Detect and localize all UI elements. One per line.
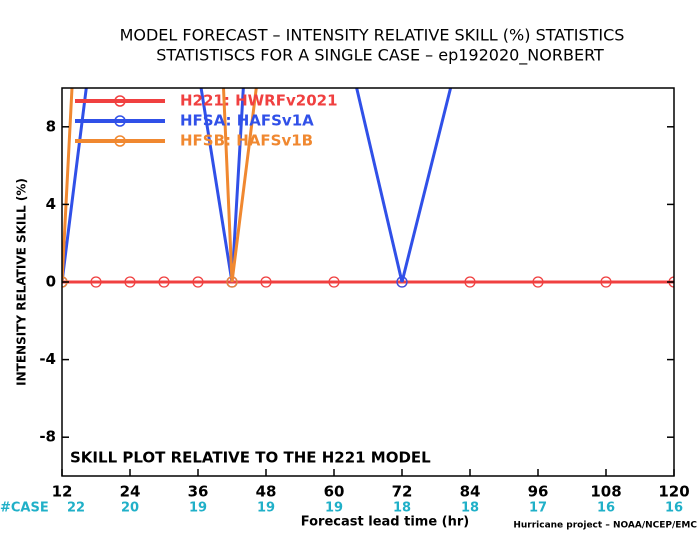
legend-label: HFSB: HAFSv1B xyxy=(180,132,313,150)
series-marker xyxy=(328,276,340,288)
x-tick-label: 60 xyxy=(324,483,345,501)
case-count: 16 xyxy=(665,501,683,516)
x-tick-label: 96 xyxy=(528,483,549,501)
legend-label: H221: HWRFv2021 xyxy=(180,92,338,110)
case-count: 17 xyxy=(529,501,547,516)
x-tick-label: 84 xyxy=(460,483,481,501)
case-count: 22 xyxy=(67,501,85,516)
legend-marker xyxy=(114,115,126,127)
series-line xyxy=(62,88,258,283)
case-count: 19 xyxy=(189,501,207,516)
series-marker xyxy=(124,276,136,288)
series-marker xyxy=(600,276,612,288)
x-axis-label: Forecast lead time (hr) xyxy=(301,515,469,530)
plot-area xyxy=(62,5,674,288)
series-marker xyxy=(260,276,272,288)
series-marker xyxy=(464,276,476,288)
x-tick-label: 12 xyxy=(52,483,73,501)
x-tick-label: 72 xyxy=(392,483,413,501)
series-marker xyxy=(465,5,475,15)
case-count: 20 xyxy=(121,501,139,516)
series-marker xyxy=(90,276,102,288)
case-label: #CASE xyxy=(0,501,49,516)
case-count: 19 xyxy=(325,501,343,516)
annotation: SKILL PLOT RELATIVE TO THE H221 MODEL xyxy=(70,449,431,467)
y-tick-label: 0 xyxy=(46,273,56,291)
series-marker xyxy=(91,5,101,15)
y-tick-label: 8 xyxy=(46,117,56,135)
case-count: 18 xyxy=(461,501,479,516)
y-tick-label: 4 xyxy=(46,195,56,213)
series-marker xyxy=(193,64,203,74)
series-marker xyxy=(261,5,271,15)
legend-marker xyxy=(114,95,126,107)
series-marker xyxy=(192,276,204,288)
legend-label: HFSA: HAFSv1A xyxy=(180,112,314,130)
series-line xyxy=(62,88,453,283)
x-tick-label: 24 xyxy=(120,483,141,501)
x-tick-label: 48 xyxy=(256,483,277,501)
series-marker xyxy=(158,276,170,288)
series-marker xyxy=(533,64,543,74)
series-marker xyxy=(396,276,408,288)
series-marker xyxy=(226,276,238,288)
y-axis-label: INTENSITY RELATIVE SKILL (%) xyxy=(15,178,29,386)
legend-marker xyxy=(114,135,126,147)
series-marker xyxy=(159,5,169,15)
x-tick-label: 120 xyxy=(658,483,689,501)
series-marker xyxy=(532,276,544,288)
credit: Hurricane project – NOAA/NCEP/EMC xyxy=(513,521,697,531)
case-count: 18 xyxy=(393,501,411,516)
case-count: 19 xyxy=(257,501,275,516)
x-tick-label: 108 xyxy=(590,483,621,501)
x-tick-label: 36 xyxy=(188,483,209,501)
chart-subtitle: STATISTISCS FOR A SINGLE CASE – ep192020… xyxy=(156,46,604,66)
y-tick-label: -8 xyxy=(39,428,56,446)
chart-title: MODEL FORECAST – INTENSITY RELATIVE SKIL… xyxy=(120,26,625,45)
case-count: 16 xyxy=(597,501,615,516)
y-tick-label: -4 xyxy=(39,350,56,368)
